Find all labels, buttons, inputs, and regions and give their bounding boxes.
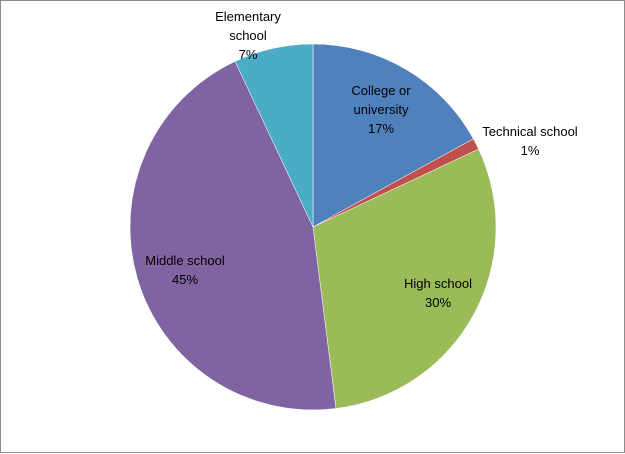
pie-slice-middle-school — [129, 61, 337, 411]
pie-slice-college-or-university — [312, 43, 474, 228]
data-label-middle-school: Middle school 45% — [145, 253, 225, 287]
data-label-elementary-school: Elementary school 7% — [215, 9, 281, 62]
data-label-technical-school: Technical school 1% — [482, 124, 577, 158]
labels-layer: College or university 17% Technical school 1… — [145, 9, 578, 310]
slices-layer — [129, 43, 497, 411]
pie-slice-elementary-school — [234, 43, 314, 228]
data-label-college-or-university: College or university 17% — [351, 83, 411, 136]
data-label-high-school: High school 30% — [404, 276, 472, 310]
pie-slice-high-school — [312, 148, 497, 409]
